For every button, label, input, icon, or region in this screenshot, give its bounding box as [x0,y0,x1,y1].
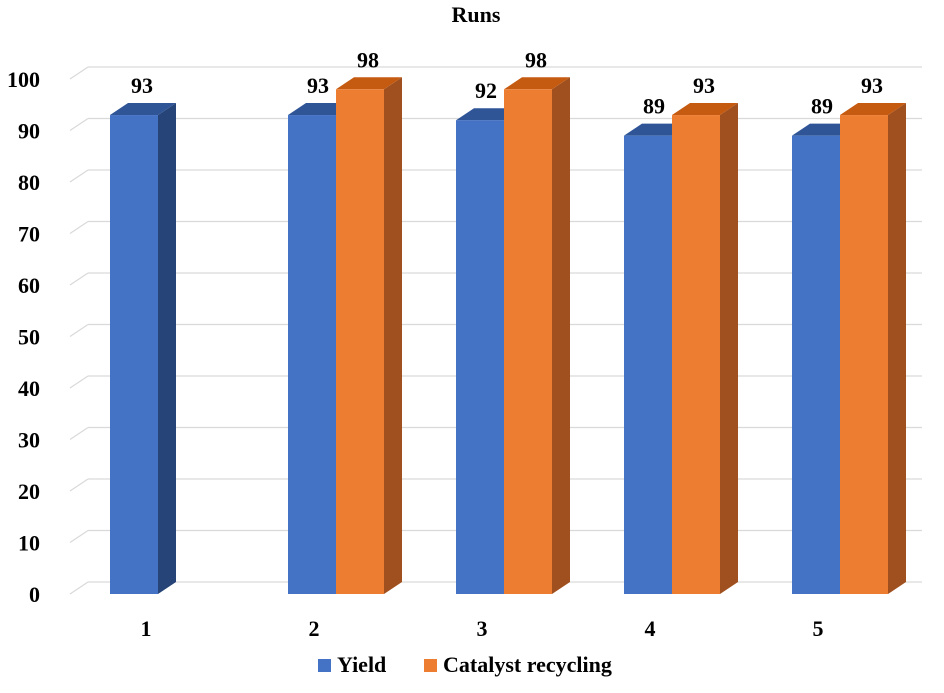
data-label-catalyst-recycling: 98 [525,47,547,72]
data-label-catalyst-recycling: 93 [861,73,883,98]
bars-layer [110,77,906,595]
bar-catalyst-recycling-top [672,103,738,116]
data-label-yield: 93 [307,73,329,98]
y-tick-label: 70 [18,222,40,247]
y-tick-label: 20 [18,479,40,504]
x-tick-label: 2 [309,616,320,641]
y-tick-label: 60 [18,273,40,298]
legend-label-yield: Yield [337,652,386,677]
bar-catalyst-recycling-side [888,103,906,595]
legend: Yield Catalyst recycling [318,652,612,677]
gridline-connector [69,530,89,543]
y-tick-label: 40 [18,376,40,401]
gridline-connector [69,375,89,389]
gridline-connector [69,221,89,234]
gridline-connector [69,169,89,183]
bar-yield-front [792,135,840,594]
y-tick-label: 0 [29,582,40,607]
chart-title: Runs [452,2,501,27]
gridline-connector [69,478,89,492]
data-label-catalyst-recycling: 98 [357,47,379,72]
bar-catalyst-recycling [336,77,402,595]
x-tick-label: 1 [141,616,152,641]
legend-swatch-yield [318,659,331,672]
bar-catalyst-recycling-side [384,77,402,595]
bar-catalyst-recycling-top [336,77,402,90]
x-tick-label: 4 [645,616,656,641]
gridline-connector [69,66,89,80]
bar-yield [110,103,176,595]
y-tick-label: 30 [18,428,40,453]
legend-label-catalyst-recycling: Catalyst recycling [443,652,612,677]
data-label-yield: 89 [811,94,833,119]
gridline-connector [69,118,89,131]
data-label-yield: 89 [643,94,665,119]
bar-catalyst-recycling-front [504,89,552,595]
bar-catalyst-recycling [504,77,570,595]
bar-catalyst-recycling-top [504,77,570,90]
bar-catalyst-recycling [672,103,738,595]
data-labels: 93 93 98 92 98 89 93 89 93 [131,47,883,118]
y-tick-label: 50 [18,325,40,350]
y-tick-label: 90 [18,119,40,144]
bar-catalyst-recycling-front [840,115,888,595]
y-axis: 0 10 20 30 40 50 60 70 80 90 100 [7,67,40,607]
bar-catalyst-recycling-front [672,115,720,595]
bar-catalyst-recycling [840,103,906,595]
y-tick-label: 10 [18,531,40,556]
data-label-yield: 93 [131,73,153,98]
y-tick-label: 100 [7,67,40,92]
bar-catalyst-recycling-top [840,103,906,116]
y-tick-label: 80 [18,170,40,195]
bar-catalyst-recycling-side [552,77,570,595]
bar-yield-side [158,103,176,595]
gridline-connector [69,272,89,286]
gridline-connector [69,581,89,595]
data-label-yield: 92 [475,78,497,103]
legend-swatch-catalyst-recycling [424,659,437,672]
gridline-connector [69,324,89,337]
bar-yield-front [110,115,158,595]
x-axis: 1 2 3 4 5 [141,616,824,641]
bar-catalyst-recycling-side [720,103,738,595]
bar-yield-front [456,120,504,594]
bar-yield-front [624,135,672,594]
bar-yield-front [288,115,336,595]
bar-yield-top [110,103,176,116]
data-label-catalyst-recycling: 93 [693,73,715,98]
x-tick-label: 3 [477,616,488,641]
bar-catalyst-recycling-front [336,89,384,595]
x-tick-label: 5 [813,616,824,641]
gridline-connector [69,427,89,440]
